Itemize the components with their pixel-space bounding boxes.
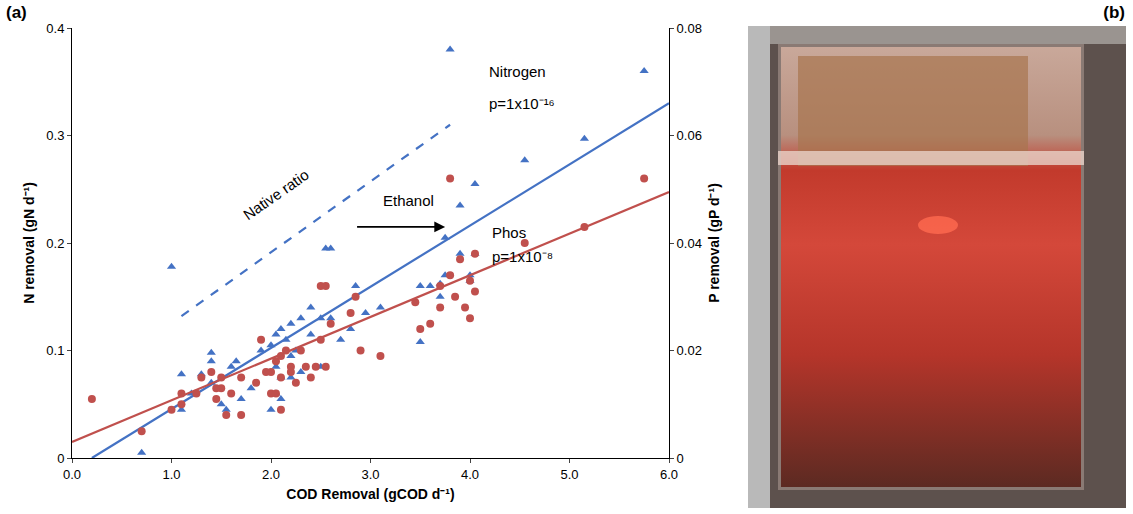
svg-text:5.0: 5.0 xyxy=(560,467,578,482)
svg-text:0.08: 0.08 xyxy=(677,21,702,36)
svg-text:Native ratio: Native ratio xyxy=(240,166,312,223)
svg-text:0.4: 0.4 xyxy=(46,21,64,36)
svg-text:P removal (gP d⁻¹): P removal (gP d⁻¹) xyxy=(706,183,722,303)
html-text:(b): (b) xyxy=(1103,3,1125,22)
svg-text:4.0: 4.0 xyxy=(461,467,479,482)
svg-text:0.0: 0.0 xyxy=(63,467,81,482)
svg-text:0.02: 0.02 xyxy=(677,343,702,358)
svg-text:0.3: 0.3 xyxy=(46,128,64,143)
svg-text:2.0: 2.0 xyxy=(262,467,280,482)
svg-text:0.04: 0.04 xyxy=(677,236,702,251)
svg-text:p=1x10⁻⁸: p=1x10⁻⁸ xyxy=(492,248,553,265)
svg-text:0: 0 xyxy=(677,451,684,466)
svg-text:0.06: 0.06 xyxy=(677,128,702,143)
svg-text:6.0: 6.0 xyxy=(660,467,678,482)
svg-text:Nitrogen: Nitrogen xyxy=(489,63,546,80)
svg-text:0.2: 0.2 xyxy=(46,236,64,251)
svg-text:p=1x10⁻¹⁶: p=1x10⁻¹⁶ xyxy=(489,95,555,112)
svg-text:N removal (gN d⁻¹): N removal (gN d⁻¹) xyxy=(21,182,37,304)
svg-text:0: 0 xyxy=(57,451,64,466)
svg-text:0.1: 0.1 xyxy=(46,343,64,358)
svg-text:Phos: Phos xyxy=(492,224,526,241)
svg-text:1.0: 1.0 xyxy=(162,467,180,482)
svg-text:Ethanol: Ethanol xyxy=(383,192,434,209)
svg-text:3.0: 3.0 xyxy=(361,467,379,482)
svg-text:COD Removal (gCOD d⁻¹): COD Removal (gCOD d⁻¹) xyxy=(286,486,454,502)
html-text:(a): (a) xyxy=(6,3,27,22)
